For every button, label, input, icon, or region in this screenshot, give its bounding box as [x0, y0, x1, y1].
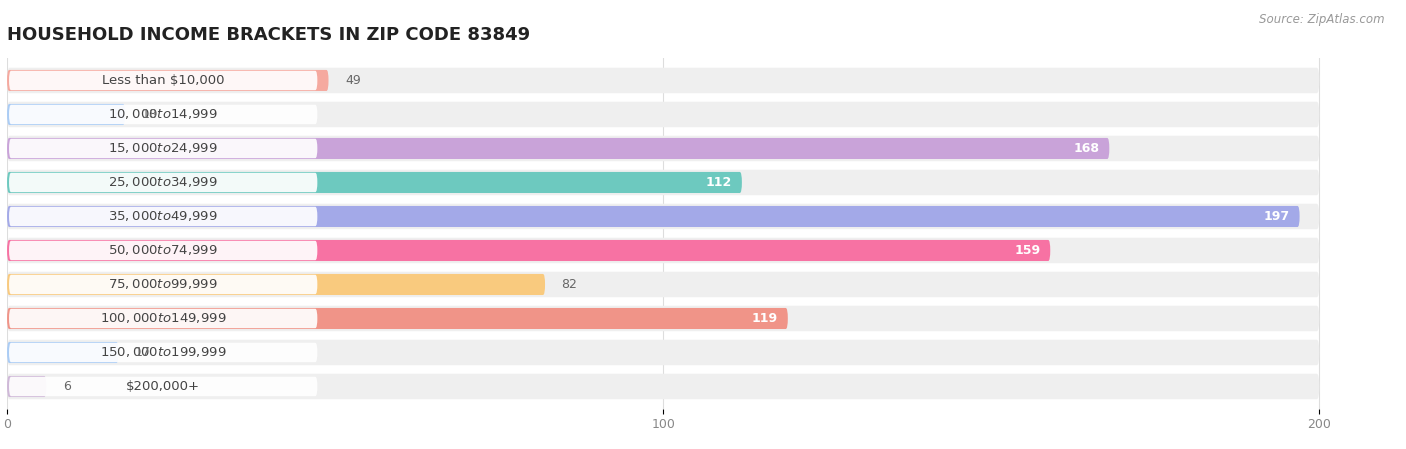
FancyBboxPatch shape — [8, 71, 318, 90]
Text: $25,000 to $34,999: $25,000 to $34,999 — [108, 176, 218, 189]
FancyBboxPatch shape — [7, 272, 1319, 297]
FancyBboxPatch shape — [7, 68, 1319, 93]
FancyBboxPatch shape — [7, 340, 1319, 365]
Text: $50,000 to $74,999: $50,000 to $74,999 — [108, 243, 218, 257]
FancyBboxPatch shape — [7, 374, 1319, 399]
FancyBboxPatch shape — [8, 207, 318, 226]
FancyBboxPatch shape — [7, 138, 1109, 159]
FancyBboxPatch shape — [7, 342, 118, 363]
Text: $150,000 to $199,999: $150,000 to $199,999 — [100, 345, 226, 360]
Text: Less than $10,000: Less than $10,000 — [103, 74, 225, 87]
Text: 197: 197 — [1264, 210, 1289, 223]
Text: $35,000 to $49,999: $35,000 to $49,999 — [108, 210, 218, 224]
Text: Source: ZipAtlas.com: Source: ZipAtlas.com — [1260, 13, 1385, 26]
Text: 18: 18 — [142, 108, 157, 121]
Text: 82: 82 — [561, 278, 578, 291]
FancyBboxPatch shape — [7, 376, 46, 397]
Text: 112: 112 — [706, 176, 733, 189]
FancyBboxPatch shape — [8, 309, 318, 328]
FancyBboxPatch shape — [8, 173, 318, 192]
Text: 168: 168 — [1074, 142, 1099, 155]
FancyBboxPatch shape — [7, 136, 1319, 161]
Text: HOUSEHOLD INCOME BRACKETS IN ZIP CODE 83849: HOUSEHOLD INCOME BRACKETS IN ZIP CODE 83… — [7, 26, 530, 44]
FancyBboxPatch shape — [8, 343, 318, 362]
FancyBboxPatch shape — [7, 104, 125, 125]
FancyBboxPatch shape — [8, 377, 318, 396]
Text: $100,000 to $149,999: $100,000 to $149,999 — [100, 312, 226, 326]
Text: 6: 6 — [63, 380, 70, 393]
FancyBboxPatch shape — [7, 274, 546, 295]
FancyBboxPatch shape — [8, 241, 318, 260]
FancyBboxPatch shape — [7, 172, 742, 193]
FancyBboxPatch shape — [7, 308, 787, 329]
Text: 119: 119 — [752, 312, 778, 325]
Text: 17: 17 — [135, 346, 150, 359]
FancyBboxPatch shape — [7, 240, 1050, 261]
FancyBboxPatch shape — [7, 102, 1319, 127]
FancyBboxPatch shape — [8, 105, 318, 124]
Text: $200,000+: $200,000+ — [127, 380, 200, 393]
FancyBboxPatch shape — [7, 206, 1299, 227]
FancyBboxPatch shape — [7, 170, 1319, 195]
Text: $75,000 to $99,999: $75,000 to $99,999 — [108, 277, 218, 291]
Text: $10,000 to $14,999: $10,000 to $14,999 — [108, 107, 218, 122]
FancyBboxPatch shape — [8, 275, 318, 294]
FancyBboxPatch shape — [7, 238, 1319, 263]
FancyBboxPatch shape — [7, 204, 1319, 229]
Text: 159: 159 — [1014, 244, 1040, 257]
Text: $15,000 to $24,999: $15,000 to $24,999 — [108, 141, 218, 155]
FancyBboxPatch shape — [7, 70, 329, 91]
FancyBboxPatch shape — [7, 306, 1319, 331]
Text: 49: 49 — [344, 74, 361, 87]
FancyBboxPatch shape — [8, 139, 318, 158]
